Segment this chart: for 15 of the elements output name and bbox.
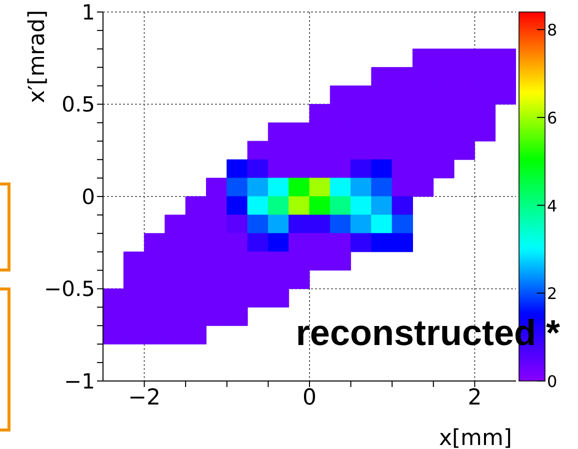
- color-bar-label: 6: [547, 108, 558, 128]
- color-bar-label: 2: [547, 284, 558, 304]
- y-tick-label: 0.5: [62, 92, 95, 117]
- y-tick-label: 1: [82, 0, 95, 24]
- color-bar-label: 8: [547, 20, 558, 40]
- color-bar-label: 0: [547, 372, 558, 391]
- x-tick-label: 2: [468, 386, 482, 411]
- color-bar-label: 4: [547, 196, 558, 216]
- y-tick-label: −0.5: [44, 277, 95, 302]
- y-tick-label: −1: [64, 369, 95, 394]
- x-axis-title: x[mm]: [438, 426, 512, 449]
- x-tick-label: −2: [128, 386, 161, 411]
- y-tick-label: 0: [82, 184, 95, 209]
- y-axis-title: x′[mrad]: [25, 10, 50, 104]
- x-tick-label: 0: [302, 386, 316, 411]
